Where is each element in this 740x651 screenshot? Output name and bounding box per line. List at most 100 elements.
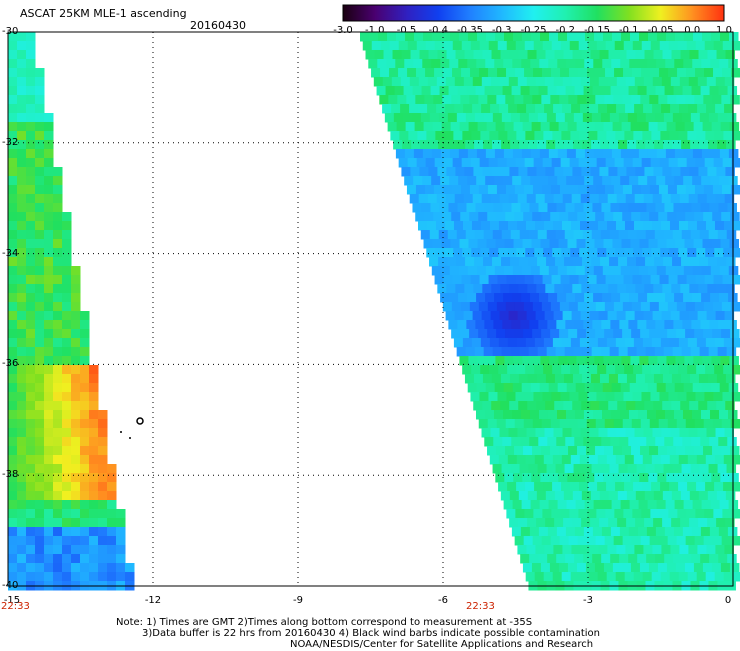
swath-cell [62,518,72,528]
swath-cell [494,176,504,186]
swath-cell [542,392,552,402]
swath-cell [466,86,477,96]
swath-cell [35,428,45,438]
swath-cell [682,410,693,420]
swath-cell [685,329,695,339]
swath-cell [640,302,651,312]
swath-cell [725,167,735,177]
swath-cell [533,392,543,402]
swath-cell [691,437,701,447]
swath-cell [711,32,721,42]
swath-cell [453,248,463,258]
swath-cell [613,329,623,339]
swath-cell [570,221,581,231]
swath-cell [596,275,607,285]
swath-cell [428,50,439,60]
swath-cell [545,374,556,384]
swath-cell [613,536,624,546]
swath-cell [710,149,721,159]
swath-cell [401,167,411,177]
swath-cell [729,239,740,249]
swath-cell [80,572,90,582]
swath-cell [561,248,571,258]
swath-cell [435,248,445,258]
swath-cell [604,329,614,339]
swath-cell [696,338,707,348]
swath-cell [8,230,18,240]
swath-cell [628,203,638,213]
swath-cell [588,572,599,582]
swath-cell [53,545,63,555]
swath-cell [554,491,565,501]
swath-cell [528,347,539,357]
swath-cell [581,401,591,411]
swath-cell [476,59,486,69]
swath-cell [409,77,420,87]
swath-cell [98,437,108,447]
swath-cell [666,473,676,483]
swath-cell [572,167,582,177]
swath-cell [448,86,459,96]
swath-cell [476,266,487,276]
swath-cell [664,437,674,447]
swath-cell [658,212,668,222]
swath-cell [8,374,18,384]
swath-cell [396,122,407,132]
swath-cell [703,95,713,105]
swath-cell [616,77,627,87]
swath-cell [665,176,675,186]
swath-cell [547,554,557,564]
swath-cell [26,455,36,465]
swath-cell [520,203,530,213]
swath-cell [669,248,679,258]
swath-cell [598,194,609,204]
swath-cell [436,104,446,114]
swath-cell [458,149,469,159]
swath-cell [44,554,54,564]
swath-cell [531,356,541,366]
swath-cell [8,158,18,168]
swath-cell [537,113,548,123]
map-title: ASCAT 25KM MLE-1 ascending [20,7,187,20]
swath-cell [496,212,506,222]
swath-cell [685,536,696,546]
swath-cell [709,527,720,537]
swath-cell [539,59,549,69]
swath-cell [688,545,698,555]
swath-cell [26,473,36,483]
swath-cell [17,77,27,87]
swath-cell [416,41,427,51]
swath-cell [17,536,27,546]
swath-cell [629,383,640,393]
swath-cell [489,365,499,375]
swath-cell [535,545,545,555]
swath-cell [725,284,735,294]
swath-cell [503,149,514,159]
swath-cell [643,194,654,204]
swath-cell [512,293,522,303]
swath-cell [653,167,663,177]
map-date: 20160430 [190,19,246,32]
swath-cell [649,212,659,222]
swath-cell [707,518,717,528]
swath-cell [476,149,487,159]
swath-cell [433,95,443,105]
swath-cell [8,437,18,447]
swath-cell [631,95,641,105]
swath-cell [17,392,27,402]
swath-cell [543,248,553,258]
swath-cell [495,473,505,483]
swath-cell [687,455,698,465]
swath-cell [461,41,472,51]
swath-cell [697,194,708,204]
swath-cell [571,428,582,438]
swath-cell [587,158,598,168]
swath-cell [679,428,690,438]
swath-cell [730,212,740,222]
swath-cell [653,491,664,501]
swath-cell [44,212,54,222]
swath-cell [521,500,532,510]
swath-cell [634,194,645,204]
swath-cell [549,563,560,573]
swath-cell [440,293,450,303]
